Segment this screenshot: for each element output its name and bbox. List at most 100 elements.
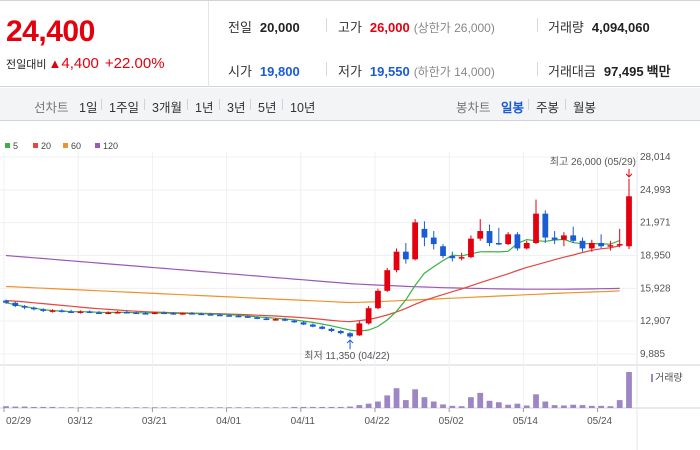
candle-body <box>291 320 298 323</box>
chart-toolbar: 선차트 1일 1주일 3개월 1년 3년 5년 10년 봉차트 일봉 주봉 월봉 <box>0 88 700 121</box>
volume-bar <box>3 406 9 408</box>
volume-bar <box>189 407 195 408</box>
tab-3m[interactable]: 3개월 <box>152 101 182 115</box>
candle-body <box>272 319 279 321</box>
volume-bar <box>514 403 521 408</box>
candle-body <box>189 313 195 315</box>
low-annotation: 최저 11,350 (04/22) <box>304 350 390 362</box>
volume-bar <box>31 406 37 408</box>
volume-bar <box>570 404 577 408</box>
grid <box>0 152 637 408</box>
candle-body <box>412 222 419 260</box>
volume-bar <box>458 406 465 408</box>
price-box: 24,400 전일대비 ▲4,400 +22.00% <box>0 1 209 87</box>
candle-body <box>161 312 167 315</box>
candle-body <box>86 311 93 313</box>
volume-bar <box>49 406 56 408</box>
candle-body <box>179 313 186 315</box>
candle-body <box>402 251 409 260</box>
tab-monthly[interactable]: 월봉 <box>573 101 597 115</box>
volume-bar <box>477 392 484 408</box>
volume-bar <box>347 406 353 408</box>
legend-swatch-ma60 <box>63 143 68 148</box>
quote-summary: 24,400 전일대비 ▲4,400 +22.00% 전일 20,000 고가 26,0… <box>0 0 700 87</box>
volume-bar <box>114 407 121 408</box>
candle-body <box>365 308 372 324</box>
volume-legend-swatch <box>651 374 653 382</box>
amount-unit: 백만 <box>646 64 671 79</box>
candle-body <box>616 244 623 246</box>
candle-body <box>430 237 437 245</box>
candle-body <box>263 318 270 321</box>
candle-body <box>626 196 632 247</box>
candle-body <box>216 314 223 317</box>
volume-bar <box>254 407 260 408</box>
low-value: 19,550 <box>369 64 410 79</box>
volume-bar <box>328 406 335 408</box>
y-tick-label: 12,907 <box>640 316 671 327</box>
divider <box>537 18 538 32</box>
volume-bar <box>133 407 140 408</box>
tab-10y[interactable]: 10년 <box>290 101 316 115</box>
tab-1y[interactable]: 1년 <box>195 101 214 115</box>
volume-bar <box>309 406 316 408</box>
high-arrow-icon <box>625 168 633 178</box>
y-axis: 28,014 24,993 21,971 18,950 15,928 12,907 9,88… <box>640 152 671 360</box>
volume-bar <box>300 406 307 408</box>
volume-cell: 거래량 4,094,060 <box>548 17 650 36</box>
tab-weekly[interactable]: 주봉 <box>536 101 560 115</box>
tab-1w[interactable]: 1주일 <box>109 101 139 115</box>
volume-bar <box>40 406 47 408</box>
change-value: 4,400 <box>61 55 99 72</box>
amount-label: 거래대금 <box>548 64 596 79</box>
legend-swatch-ma20 <box>33 143 38 148</box>
divider <box>282 99 283 110</box>
volume-bar <box>142 407 149 408</box>
candle-body <box>31 307 37 310</box>
candle-body <box>533 213 539 243</box>
volume-bar <box>207 407 214 408</box>
candle-body <box>514 234 521 249</box>
tab-daily[interactable]: 일봉 <box>501 101 525 115</box>
high-cell: 고가 26,000 (상한가 26,000) <box>338 17 495 36</box>
tab-1d[interactable]: 1일 <box>79 101 98 115</box>
volume-bar <box>607 406 614 408</box>
x-tick-label: 03/12 <box>68 416 93 427</box>
candle-body <box>151 312 158 315</box>
volume-bar <box>402 400 409 408</box>
volume-bar <box>282 407 288 408</box>
prev-close-label: 전일 <box>228 20 252 35</box>
volume-bar <box>170 407 177 408</box>
amount-value: 97,495 <box>603 64 644 79</box>
volume-bar <box>226 407 233 408</box>
open-value: 19,800 <box>259 64 300 79</box>
candle-body <box>542 213 549 238</box>
stock-chart: 5 20 60 120 28,014 24,993 21,971 18,950 15,9… <box>0 141 700 450</box>
volume-bar <box>468 397 474 408</box>
candle-body <box>123 312 130 314</box>
volume-label: 거래량 <box>655 372 683 384</box>
tab-5y[interactable]: 5년 <box>258 101 277 115</box>
candle-body <box>375 290 381 309</box>
volume-bar <box>375 401 381 408</box>
volume-bar <box>412 389 419 408</box>
high-label: 고가 <box>338 20 362 35</box>
legend-ma20: 20 <box>41 141 51 151</box>
y-tick-label: 24,993 <box>640 185 671 196</box>
candle-body <box>58 310 65 312</box>
tab-3y[interactable]: 3년 <box>227 101 246 115</box>
candle-body <box>384 270 391 291</box>
candle-body <box>449 256 456 259</box>
volume-bar <box>216 407 223 408</box>
change-label: 전일대비 <box>6 59 47 71</box>
volume-bar <box>449 405 456 408</box>
candle-body <box>561 235 567 240</box>
volume-bar <box>319 406 326 408</box>
volume-bar <box>21 406 28 408</box>
candle-body <box>198 313 205 316</box>
legend-ma60: 60 <box>71 141 81 151</box>
x-tick-label: 04/11 <box>291 416 316 427</box>
candle-body <box>495 242 502 245</box>
volume-bar <box>393 388 400 408</box>
x-tick-label: 04/22 <box>364 416 389 427</box>
